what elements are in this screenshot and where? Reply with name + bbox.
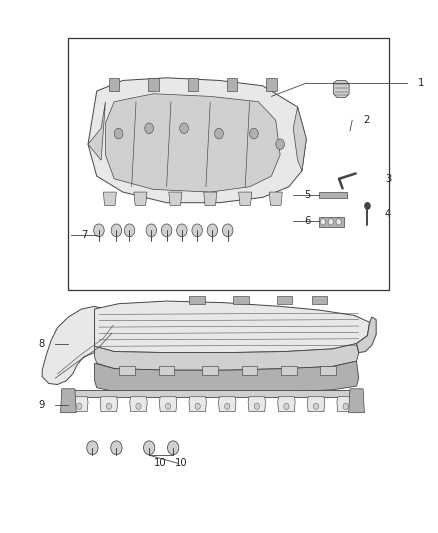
Polygon shape	[248, 397, 265, 411]
Circle shape	[106, 403, 112, 409]
Polygon shape	[95, 301, 370, 353]
Text: 10: 10	[154, 458, 166, 468]
Circle shape	[343, 403, 348, 409]
Polygon shape	[333, 80, 349, 98]
Circle shape	[195, 403, 200, 409]
Polygon shape	[293, 107, 306, 171]
Polygon shape	[130, 397, 147, 411]
Text: 7: 7	[81, 230, 88, 240]
Circle shape	[146, 224, 156, 237]
Circle shape	[328, 219, 333, 225]
Circle shape	[87, 441, 98, 455]
Polygon shape	[307, 397, 325, 411]
Polygon shape	[60, 389, 76, 413]
Polygon shape	[88, 78, 306, 203]
Circle shape	[254, 403, 259, 409]
Circle shape	[94, 224, 104, 237]
Circle shape	[225, 403, 230, 409]
Circle shape	[276, 139, 285, 150]
Polygon shape	[68, 390, 357, 397]
Polygon shape	[320, 367, 336, 375]
Polygon shape	[242, 367, 258, 375]
Circle shape	[365, 203, 370, 209]
Polygon shape	[318, 216, 344, 227]
Polygon shape	[349, 389, 364, 413]
Circle shape	[111, 224, 122, 237]
Text: 3: 3	[385, 174, 391, 184]
Polygon shape	[100, 397, 118, 411]
Polygon shape	[278, 397, 295, 411]
Polygon shape	[120, 367, 135, 375]
Polygon shape	[134, 192, 147, 205]
Polygon shape	[159, 397, 177, 411]
Text: 6: 6	[304, 216, 311, 227]
Text: 5: 5	[304, 190, 311, 200]
Polygon shape	[269, 192, 283, 205]
Circle shape	[114, 128, 123, 139]
Circle shape	[166, 403, 171, 409]
Circle shape	[111, 441, 122, 455]
Bar	[68, 38, 389, 290]
Polygon shape	[337, 397, 354, 411]
Circle shape	[284, 403, 289, 409]
Polygon shape	[106, 94, 280, 192]
Polygon shape	[187, 78, 198, 91]
Circle shape	[124, 224, 135, 237]
Polygon shape	[233, 296, 249, 304]
Circle shape	[144, 441, 155, 455]
Polygon shape	[95, 344, 359, 370]
Circle shape	[320, 219, 325, 225]
Polygon shape	[103, 192, 117, 205]
Polygon shape	[42, 306, 114, 384]
Circle shape	[167, 441, 179, 455]
Circle shape	[336, 219, 341, 225]
Polygon shape	[159, 367, 174, 375]
Polygon shape	[281, 367, 297, 375]
Circle shape	[177, 224, 187, 237]
Circle shape	[161, 224, 172, 237]
Circle shape	[314, 403, 318, 409]
Polygon shape	[357, 317, 376, 353]
Polygon shape	[239, 192, 252, 205]
Circle shape	[250, 128, 258, 139]
Circle shape	[192, 224, 202, 237]
Text: 8: 8	[38, 338, 44, 349]
Text: 1: 1	[418, 78, 424, 88]
Text: 10: 10	[175, 458, 188, 468]
Polygon shape	[202, 367, 218, 375]
Polygon shape	[109, 78, 120, 91]
Polygon shape	[148, 78, 159, 91]
Text: 9: 9	[38, 400, 44, 410]
Circle shape	[207, 224, 218, 237]
Polygon shape	[71, 397, 88, 411]
Polygon shape	[88, 102, 106, 160]
Polygon shape	[277, 296, 292, 304]
Polygon shape	[189, 397, 206, 411]
Circle shape	[215, 128, 223, 139]
Circle shape	[136, 403, 141, 409]
Polygon shape	[219, 397, 236, 411]
Circle shape	[145, 123, 153, 134]
Polygon shape	[227, 78, 237, 91]
Polygon shape	[169, 192, 182, 205]
Text: 4: 4	[385, 209, 391, 220]
Text: 2: 2	[363, 115, 370, 125]
Circle shape	[180, 123, 188, 134]
Polygon shape	[95, 361, 359, 393]
Circle shape	[223, 224, 233, 237]
Polygon shape	[266, 78, 277, 91]
Circle shape	[77, 403, 82, 409]
Polygon shape	[204, 192, 217, 205]
Polygon shape	[189, 296, 205, 304]
Polygon shape	[318, 191, 347, 198]
Polygon shape	[311, 296, 327, 304]
